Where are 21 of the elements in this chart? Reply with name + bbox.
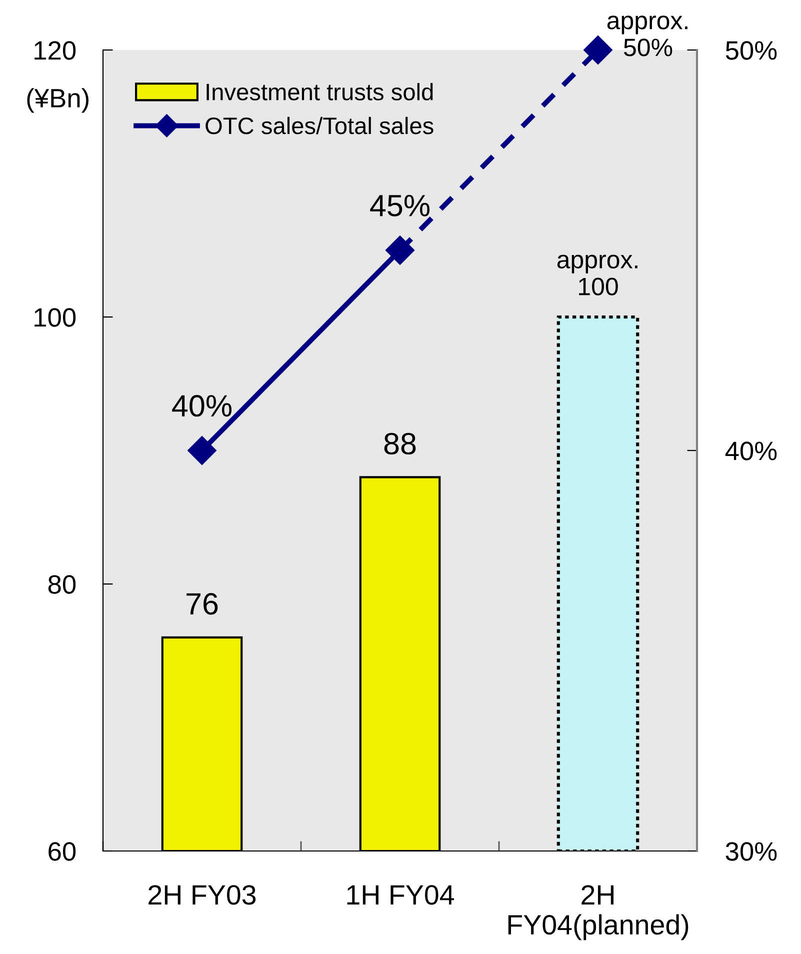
x-tick-label: 1H FY04 — [347, 885, 454, 905]
data-label: 40% — [172, 395, 232, 417]
y2-tick-label: 30% — [726, 842, 777, 861]
y2-tick-label: 40% — [725, 442, 777, 460]
point — [187, 436, 217, 466]
data-label: approx. 100 — [557, 254, 638, 296]
data-label: approx. 50% — [607, 16, 688, 56]
y-tick-label: 120 — [34, 41, 76, 60]
legend-label: Investment trusts sold — [206, 83, 433, 100]
data-label: 88 — [384, 432, 416, 454]
y2-tick-label: 50% — [726, 41, 777, 60]
y-axis-title: (¥Bn) — [27, 88, 88, 113]
y-tick-label: 60 — [48, 842, 76, 861]
y-tick-label: 80 — [48, 575, 76, 594]
x-tick-label: 2H FY03 — [148, 885, 256, 905]
data-label: 45% — [370, 194, 430, 216]
legend-label: OTC sales/Total sales — [206, 116, 434, 134]
point — [583, 35, 613, 65]
y-tick-label: 100 — [34, 308, 76, 327]
data-label: 76 — [186, 593, 218, 615]
x-tick-label: 2H FY04(planned) — [508, 885, 688, 940]
